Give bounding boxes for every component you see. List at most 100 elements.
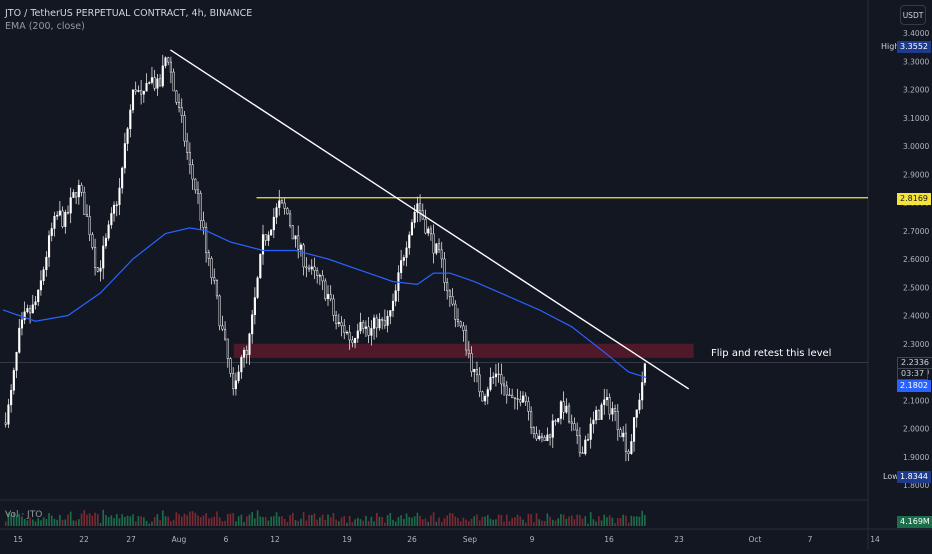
candle-body [324, 280, 327, 300]
candle-body [427, 228, 430, 234]
volume-bar [50, 515, 53, 526]
candle-body [229, 358, 232, 374]
volume-bar [69, 511, 72, 526]
volume-bar [608, 515, 611, 526]
volume-bar [99, 522, 102, 526]
candle-body [7, 404, 10, 425]
volume-bar [394, 521, 397, 526]
candle-body [402, 257, 405, 261]
volume-bar [551, 519, 554, 526]
support-resistance-zone[interactable] [233, 343, 694, 358]
candle-body [313, 266, 316, 271]
volume-bar [59, 514, 61, 526]
volume-bar [197, 515, 199, 526]
volume-bar [611, 517, 614, 526]
candle-body [23, 311, 26, 321]
candle-body [595, 410, 598, 421]
volume-bar [476, 514, 478, 526]
candle-body [164, 57, 167, 67]
volume-bar [235, 521, 237, 526]
volume-bar [370, 516, 373, 526]
volume-bar [324, 519, 327, 526]
volume-bar [91, 515, 94, 526]
volume-bar [459, 521, 462, 526]
candle-body [448, 290, 451, 297]
candle-body [614, 408, 617, 412]
candle-body [475, 368, 479, 376]
volume-bar [527, 513, 530, 526]
y-tick-label: 2.1000 [903, 396, 929, 405]
volume-bar [275, 512, 278, 526]
ema-200-line[interactable] [2, 227, 647, 379]
candle-body [565, 405, 568, 413]
volume-bar [546, 513, 549, 526]
candle-body [58, 210, 61, 216]
candle-body [489, 377, 492, 390]
x-tick-label: Oct [749, 535, 762, 544]
candle-body [302, 244, 305, 268]
volume-bar [424, 518, 427, 526]
volume-bar [432, 512, 435, 526]
volume-bar [522, 519, 524, 526]
volume-bar [541, 520, 543, 526]
volume-bar [143, 517, 145, 526]
candle-body [104, 237, 107, 247]
candle-body [45, 256, 48, 271]
volume-bar [37, 518, 40, 526]
candle-body [584, 439, 587, 454]
volume-bar [264, 517, 267, 526]
volume-value-tag: 4.169M [897, 516, 932, 528]
candle-body [424, 218, 427, 234]
descending-trendline[interactable] [169, 49, 690, 390]
volume-bar [129, 516, 132, 526]
candle-body [456, 319, 460, 323]
candle-body [161, 65, 164, 87]
x-tick-label: 14 [870, 535, 880, 544]
volume-bar [419, 516, 421, 526]
candle-body [605, 397, 609, 401]
volume-bar [511, 517, 513, 526]
candle-body [497, 373, 500, 376]
candle-body [451, 296, 454, 305]
volume-bar [291, 512, 294, 526]
candle-body [107, 224, 110, 239]
candle-body [521, 395, 525, 403]
volume-bar [118, 518, 121, 526]
candle-body [473, 368, 476, 373]
currency-button[interactable]: USDT [900, 5, 926, 25]
candle-body [245, 349, 248, 355]
candle-body [102, 245, 105, 269]
candle-body [194, 178, 197, 191]
x-tick-label: 15 [13, 535, 23, 544]
volume-bar [232, 512, 235, 526]
candle-body [142, 90, 145, 95]
candle-body [34, 301, 37, 306]
candle-body [492, 376, 495, 378]
volume-bar [88, 513, 91, 526]
volume-bar [256, 510, 259, 526]
candle-body [622, 432, 625, 438]
volume-bar [31, 519, 34, 526]
candle-body [581, 452, 584, 454]
candle-body [348, 331, 351, 341]
candle-body [286, 208, 289, 215]
volume-bar [392, 519, 394, 526]
candle-body [188, 152, 191, 165]
volume-bar [644, 514, 646, 526]
volume-indicator-label[interactable]: Vol · JTO [5, 510, 43, 520]
volume-bar [21, 516, 23, 526]
candle-body [42, 269, 45, 281]
y-tick-label: 2.0000 [903, 425, 929, 434]
volume-bar [56, 519, 58, 526]
x-tick-label: 19 [342, 535, 352, 544]
volume-bar [346, 522, 348, 526]
x-tick-label: 9 [530, 535, 535, 544]
volume-bar [356, 517, 359, 526]
volume-bar [375, 512, 378, 526]
candle-body [264, 234, 267, 241]
candle-body [389, 310, 392, 317]
volume-bar [584, 516, 587, 526]
zone-annotation-text[interactable]: Flip and retest this level [711, 348, 832, 359]
